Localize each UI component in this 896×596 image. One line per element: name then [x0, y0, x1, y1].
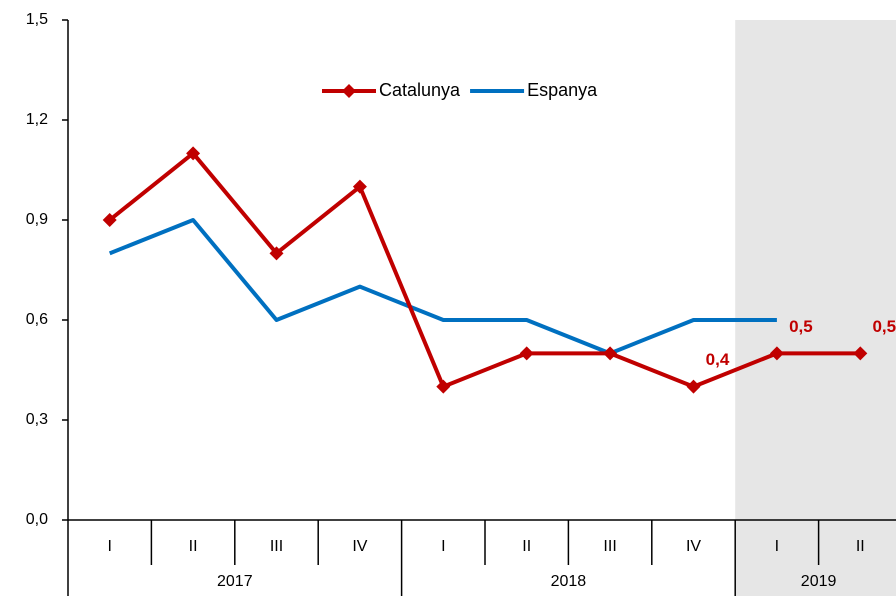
y-tick-label: 0,3 [26, 411, 48, 428]
x-tick-label: IV [686, 538, 701, 555]
marker [269, 246, 284, 261]
x-tick-label: II [189, 538, 198, 555]
y-tick-label: 1,5 [26, 11, 48, 28]
x-tick-label: IV [352, 538, 367, 555]
legend-label: Catalunya [379, 80, 461, 100]
x-tick-label: II [856, 538, 865, 555]
y-tick-label: 0,6 [26, 311, 48, 328]
marker [686, 379, 701, 394]
shaded-region [735, 20, 896, 596]
marker [769, 346, 784, 361]
group-label: 2017 [217, 573, 253, 590]
marker [102, 213, 117, 227]
marker [186, 146, 201, 161]
x-tick-label: II [522, 538, 531, 555]
group-label: 2018 [551, 573, 587, 590]
y-tick-label: 0,9 [26, 211, 48, 228]
x-tick-label: III [270, 538, 283, 555]
marker [853, 346, 868, 361]
y-tick-label: 1,2 [26, 111, 48, 128]
series-line [108, 151, 861, 389]
data-label: 0,4 [706, 350, 730, 369]
marker [519, 346, 534, 361]
legend-label: Espanya [527, 80, 598, 100]
x-tick-label: III [603, 538, 616, 555]
y-tick-label: 0,0 [26, 511, 48, 528]
x-tick-label: I [441, 538, 445, 555]
marker [436, 379, 451, 394]
legend-marker [342, 84, 356, 98]
marker [603, 346, 618, 361]
x-tick-label: I [107, 538, 111, 555]
data-label: 0,5 [872, 317, 896, 336]
series-line [108, 218, 777, 356]
data-label: 0,5 [789, 317, 813, 336]
x-tick-label: I [775, 538, 779, 555]
group-label: 2019 [801, 573, 837, 590]
marker [352, 179, 367, 194]
